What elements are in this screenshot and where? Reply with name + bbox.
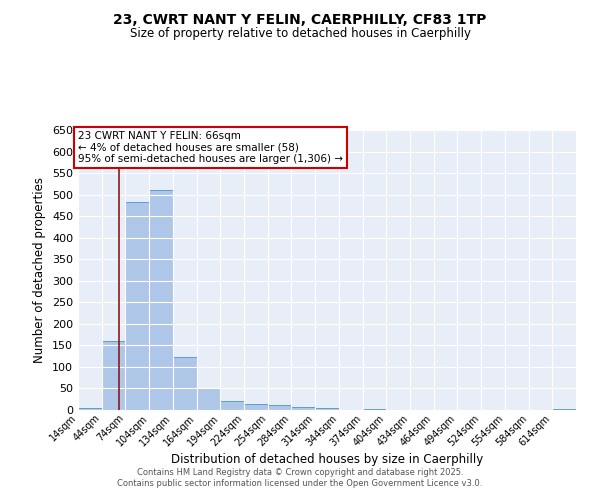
Text: 23, CWRT NANT Y FELIN, CAERPHILLY, CF83 1TP: 23, CWRT NANT Y FELIN, CAERPHILLY, CF83 …	[113, 12, 487, 26]
Text: Size of property relative to detached houses in Caerphilly: Size of property relative to detached ho…	[130, 28, 470, 40]
Bar	[173, 358, 197, 410]
Bar	[149, 190, 173, 410]
Bar	[315, 408, 339, 410]
Bar	[125, 202, 149, 410]
Bar	[220, 400, 244, 410]
Bar	[244, 404, 268, 410]
Y-axis label: Number of detached properties: Number of detached properties	[34, 177, 46, 363]
Bar	[102, 341, 125, 410]
Bar	[197, 388, 220, 410]
Bar	[552, 408, 576, 410]
X-axis label: Distribution of detached houses by size in Caerphilly: Distribution of detached houses by size …	[171, 453, 483, 466]
Bar	[362, 408, 386, 410]
Text: Contains HM Land Registry data © Crown copyright and database right 2025.
Contai: Contains HM Land Registry data © Crown c…	[118, 468, 482, 487]
Bar	[268, 406, 292, 410]
Bar	[292, 406, 315, 410]
Text: 23 CWRT NANT Y FELIN: 66sqm
← 4% of detached houses are smaller (58)
95% of semi: 23 CWRT NANT Y FELIN: 66sqm ← 4% of deta…	[78, 131, 343, 164]
Bar	[78, 408, 102, 410]
